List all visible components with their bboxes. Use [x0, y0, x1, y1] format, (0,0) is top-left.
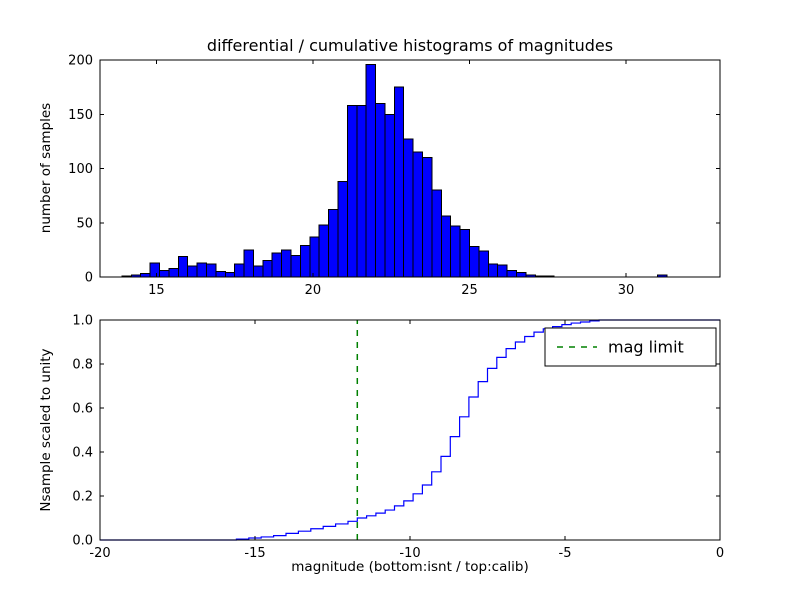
- histogram-bar: [422, 157, 433, 278]
- histogram-bar: [393, 86, 405, 278]
- histogram-bar: [290, 254, 301, 278]
- legend-label: mag limit: [608, 338, 684, 357]
- x-tick-label: 20: [305, 283, 322, 298]
- histogram-bar: [187, 265, 198, 278]
- top-y-axis-label: number of samples: [38, 102, 54, 234]
- histogram-bar: [196, 262, 207, 278]
- y-tick-label: 100: [68, 162, 93, 177]
- y-tick-label: 0.6: [72, 402, 93, 417]
- histogram-bar: [375, 102, 386, 278]
- legend: mag limit: [544, 327, 717, 367]
- y-tick-label: 1.0: [72, 314, 93, 329]
- histogram-bar: [384, 113, 395, 278]
- x-tick-label: 0: [716, 546, 724, 561]
- histogram-bar: [515, 272, 527, 278]
- x-tick-label: -15: [244, 546, 265, 561]
- x-tick-label: 25: [461, 283, 478, 298]
- y-tick-label: 0.4: [72, 446, 93, 461]
- histogram-bar: [299, 245, 311, 278]
- histogram-bars: [121, 63, 668, 278]
- bottom-y-axis-label: Nsample scaled to unity: [38, 348, 54, 512]
- x-tick-label: -20: [89, 546, 110, 561]
- histogram-bar: [328, 209, 339, 278]
- histogram-bar: [497, 264, 508, 278]
- histogram-bar: [262, 260, 273, 278]
- histogram-bar: [346, 105, 358, 278]
- histogram-bar: [365, 63, 377, 278]
- y-tick-label: 200: [68, 54, 93, 69]
- x-tick-label: -5: [559, 546, 572, 561]
- histogram-bar: [337, 181, 348, 278]
- histogram-bar: [356, 105, 367, 278]
- histogram-bar: [440, 215, 452, 278]
- histogram-bar: [234, 263, 245, 278]
- chart-title: differential / cumulative histograms of …: [206, 36, 614, 55]
- x-axis-label: magnitude (bottom:isnt / top:calib): [291, 559, 529, 575]
- y-tick-label: 0.0: [72, 534, 93, 549]
- histogram-bar: [205, 263, 217, 278]
- histogram-bar: [149, 262, 160, 278]
- y-tick-label: 0.8: [72, 358, 93, 373]
- histogram-bar: [403, 138, 414, 278]
- histogram-bar: [487, 263, 499, 278]
- histogram-bar: [478, 250, 489, 278]
- histogram-bar: [459, 228, 470, 278]
- histogram-bar: [243, 249, 254, 278]
- y-tick-label: 150: [68, 108, 93, 123]
- histogram-bar: [215, 271, 226, 278]
- y-tick-label: 0: [85, 271, 93, 286]
- histogram-bar: [271, 252, 283, 278]
- y-tick-label: 0.2: [72, 490, 93, 505]
- histogram-bar: [252, 265, 264, 278]
- histogram-bar: [431, 189, 442, 278]
- histogram-bar: [177, 255, 189, 278]
- histogram-bar: [506, 269, 517, 278]
- y-tick-label: 50: [76, 216, 93, 231]
- histogram-bar: [318, 224, 330, 278]
- x-tick-label: 15: [148, 283, 165, 298]
- histogram-bar: [309, 236, 320, 278]
- bottom-frame: [99, 319, 721, 541]
- top-frame: [99, 59, 721, 278]
- x-tick-label: 30: [618, 283, 635, 298]
- histogram-bar: [168, 267, 179, 278]
- bottom-axes: -20 -15 -10 -5 0 0.0 0.2 0.4 0.6 0.8 1.0: [72, 314, 724, 562]
- histogram-bar: [158, 269, 170, 278]
- histogram-bar: [412, 151, 424, 278]
- histogram-bar: [450, 225, 461, 278]
- top-axes: 15 20 25 30 0 50 100 150 200: [68, 54, 721, 298]
- x-tick-label: -10: [399, 546, 420, 561]
- histogram-bar: [468, 246, 480, 278]
- histogram-bar: [224, 272, 236, 278]
- histogram-bar: [281, 249, 292, 278]
